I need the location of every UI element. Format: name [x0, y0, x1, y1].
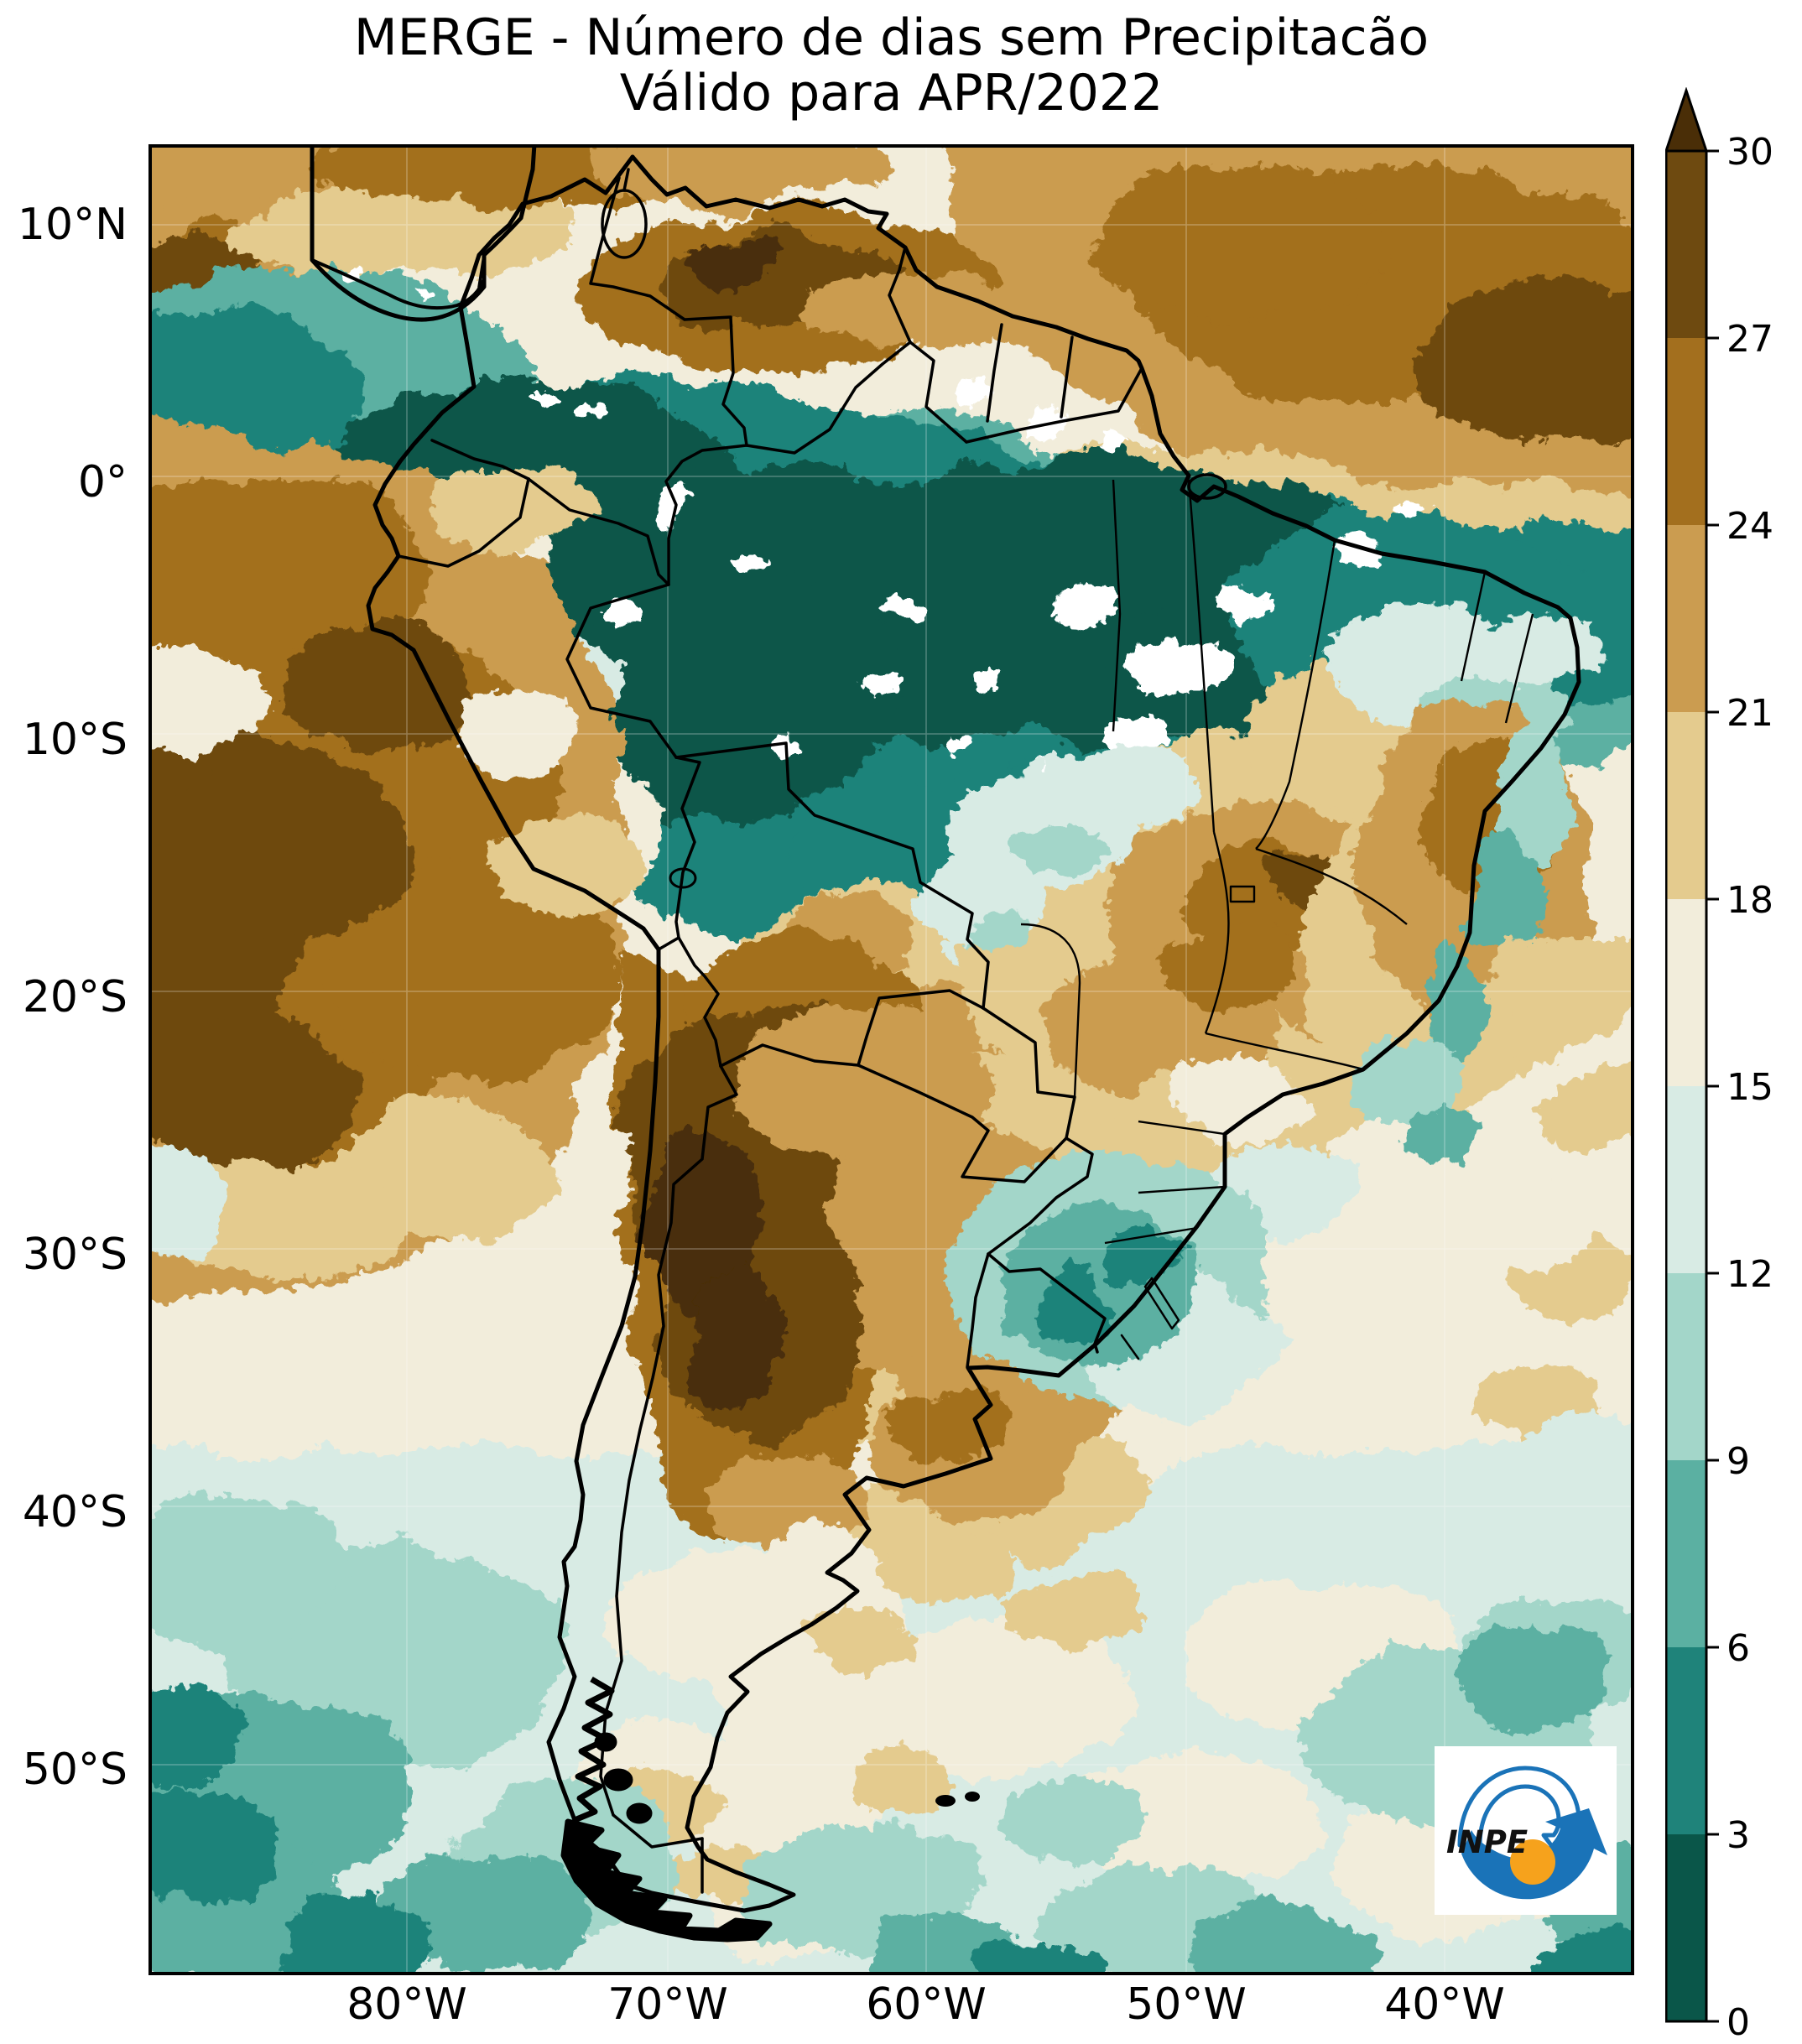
cb-label-15: 15 — [1726, 1066, 1773, 1109]
colorbar — [1664, 86, 1724, 2025]
lon-label-70w: 70°W — [607, 1979, 728, 2030]
inpe-wordmark: INPE — [1446, 1824, 1528, 1860]
cb-label-6: 6 — [1726, 1627, 1750, 1670]
patagonia-fjords — [560, 1676, 773, 1943]
precipitation-field — [148, 144, 1634, 1975]
cb-label-18: 18 — [1726, 879, 1773, 922]
lon-label-40w: 40°W — [1384, 1979, 1505, 2030]
cb-label-30: 30 — [1726, 131, 1773, 174]
inpe-orange-sphere-icon — [1510, 1839, 1555, 1885]
lon-label-50w: 50°W — [1126, 1979, 1247, 2030]
map-canvas — [148, 144, 1634, 1975]
chart-title-line2: Válido para APR/2022 — [619, 64, 1164, 122]
coastline — [310, 144, 1581, 1913]
colorbar-segments — [1666, 151, 1706, 2021]
cb-label-27: 27 — [1726, 318, 1773, 361]
chart-title: MERGE - Número de dias sem Precipitacão … — [148, 10, 1634, 121]
colorbar-arrow — [1664, 86, 1709, 153]
lon-label-60w: 60°W — [866, 1979, 987, 2030]
cb-label-3: 3 — [1726, 1814, 1750, 1857]
lat-label-0: 0° — [77, 457, 128, 507]
cb-label-9: 9 — [1726, 1440, 1750, 1483]
cb-label-0: 0 — [1726, 2001, 1750, 2044]
inpe-arrow-icon — [1461, 1808, 1607, 1900]
lat-label-10s: 10°S — [22, 715, 128, 765]
colorbar-ticks — [1706, 149, 1719, 2023]
lat-label-40s: 40°S — [22, 1487, 128, 1537]
lon-label-80w: 80°W — [346, 1979, 467, 2030]
lat-label-20s: 20°S — [22, 972, 128, 1022]
distrito-federal-outline — [1229, 885, 1256, 903]
inpe-logo: INPE — [1435, 1746, 1617, 1915]
country-borders — [397, 176, 1143, 1894]
lat-label-30s: 30°S — [22, 1230, 128, 1280]
chart-title-line1: MERGE - Número de dias sem Precipitacão — [353, 8, 1430, 67]
brazil-state-borders — [1020, 479, 1534, 1245]
lat-label-10n: 10°N — [17, 200, 128, 250]
lat-label-50s: 50°S — [22, 1745, 128, 1795]
precipitation-map — [148, 144, 1634, 1975]
cb-label-24: 24 — [1726, 505, 1773, 548]
cb-label-21: 21 — [1726, 692, 1773, 735]
map-frame — [148, 144, 1634, 1975]
graticule — [148, 144, 1634, 1975]
cb-label-12: 12 — [1726, 1253, 1773, 1296]
falkland-islands — [935, 1792, 980, 1807]
